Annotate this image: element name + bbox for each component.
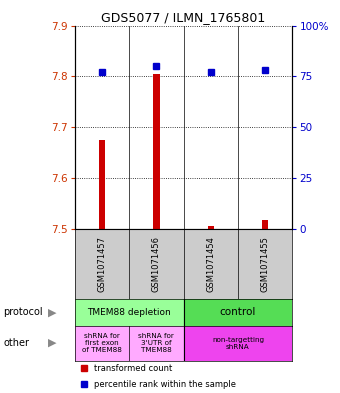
Text: ▶: ▶ — [49, 338, 57, 348]
Bar — [75, 325, 129, 360]
Bar — [262, 220, 269, 229]
Text: GSM1071456: GSM1071456 — [152, 236, 161, 292]
Text: transformed count: transformed count — [95, 364, 173, 373]
Text: ▶: ▶ — [49, 307, 57, 317]
Text: percentile rank within the sample: percentile rank within the sample — [95, 380, 236, 389]
Text: shRNA for
first exon
of TMEM88: shRNA for first exon of TMEM88 — [82, 333, 122, 353]
Bar — [153, 74, 160, 229]
Text: GSM1071454: GSM1071454 — [206, 236, 215, 292]
Text: TMEM88 depletion: TMEM88 depletion — [87, 308, 171, 317]
Bar — [129, 325, 184, 360]
Bar — [184, 299, 292, 325]
Text: GSM1071457: GSM1071457 — [98, 236, 106, 292]
Bar — [207, 226, 214, 229]
Title: GDS5077 / ILMN_1765801: GDS5077 / ILMN_1765801 — [101, 11, 266, 24]
Text: other: other — [3, 338, 29, 348]
Text: non-targetting
shRNA: non-targetting shRNA — [212, 336, 264, 349]
Text: shRNA for
3'UTR of
TMEM88: shRNA for 3'UTR of TMEM88 — [138, 333, 174, 353]
Text: control: control — [220, 307, 256, 317]
Bar — [99, 140, 105, 229]
Text: GSM1071455: GSM1071455 — [261, 236, 270, 292]
Text: protocol: protocol — [3, 307, 43, 317]
Bar — [184, 325, 292, 360]
Bar — [75, 299, 184, 325]
